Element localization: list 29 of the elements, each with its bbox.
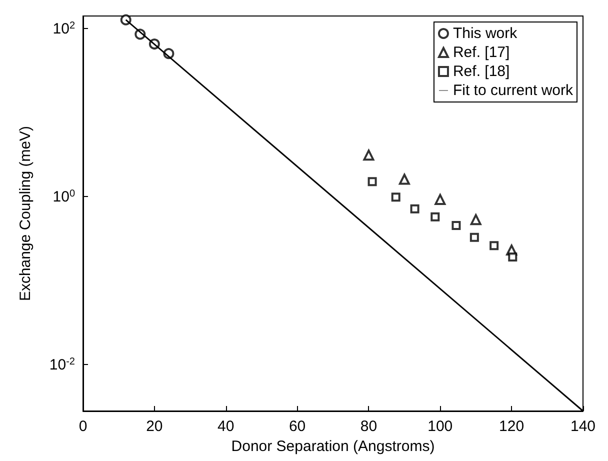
y-tick-label: 10$^{-2}$ bbox=[49, 356, 76, 374]
point bbox=[470, 232, 479, 242]
point bbox=[470, 214, 482, 226]
legend-label: Ref. [18] bbox=[452, 63, 510, 80]
point bbox=[490, 241, 499, 250]
point bbox=[430, 212, 440, 222]
y-tick-label: 10$^{0}$ bbox=[52, 188, 76, 206]
y-tick-label: 10$^{2}$ bbox=[52, 20, 76, 38]
x-tick-label: 40 bbox=[218, 418, 234, 435]
point bbox=[434, 194, 446, 205]
point bbox=[398, 174, 410, 185]
point bbox=[410, 204, 420, 214]
x-tick-label: 100 bbox=[428, 418, 453, 435]
legend-label: Ref. [17] bbox=[452, 44, 510, 61]
legend-label: This work bbox=[452, 25, 518, 42]
x-tick-label: 120 bbox=[499, 418, 524, 435]
x-axis-title: Donor Separation (Angstroms) bbox=[231, 438, 435, 455]
x-tick-label: 0 bbox=[78, 418, 88, 435]
x-tick-label: 140 bbox=[570, 418, 596, 435]
x-tick-label: 80 bbox=[360, 418, 378, 435]
legend-label: Fit to current work bbox=[452, 82, 574, 99]
point bbox=[368, 177, 377, 186]
point bbox=[508, 252, 518, 262]
point bbox=[391, 192, 400, 202]
point bbox=[452, 221, 461, 230]
y-axis-title: Exchange Coupling (meV) bbox=[17, 126, 34, 302]
point bbox=[363, 150, 374, 161]
x-tick-label: 20 bbox=[146, 418, 163, 435]
x-tick-label: 60 bbox=[288, 418, 306, 435]
